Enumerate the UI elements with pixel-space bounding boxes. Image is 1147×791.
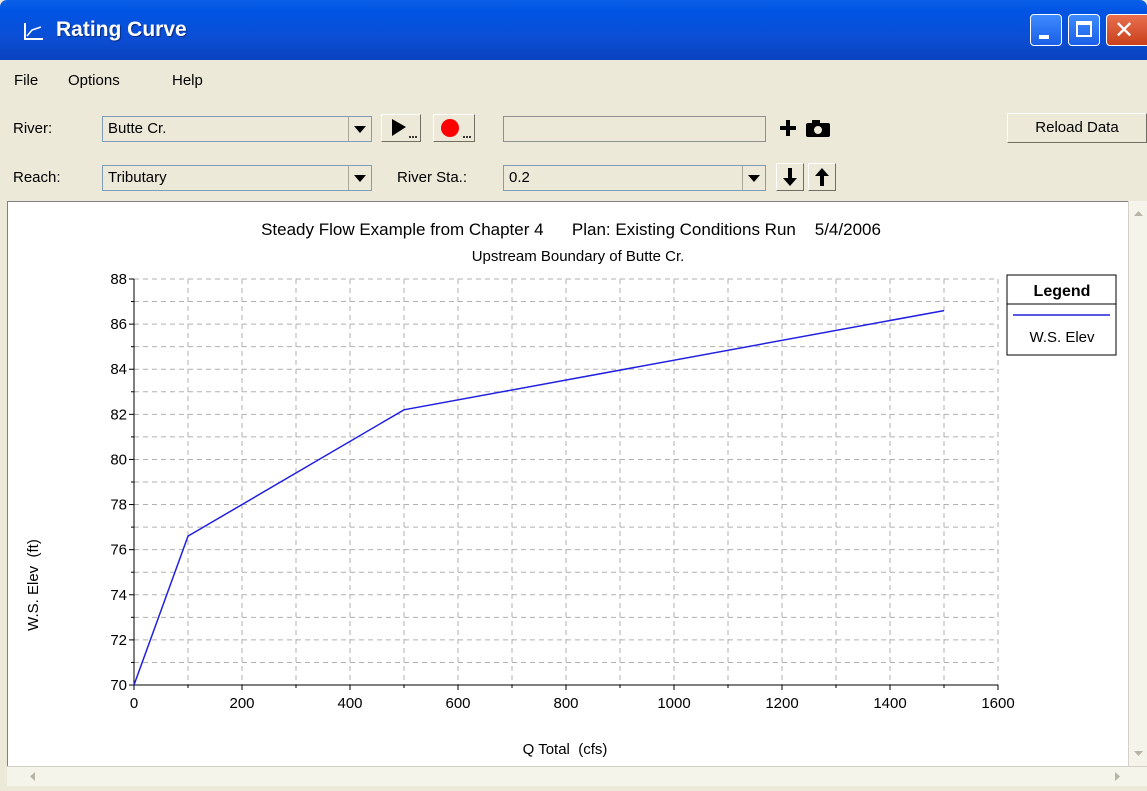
menu-help[interactable]: Help [172,72,203,89]
next-station-down-button[interactable] [776,163,804,191]
animation-progress-bar [503,116,766,142]
chart-icon [24,23,43,40]
reach-select[interactable]: Tributary [102,165,372,191]
camera-plus-icon [780,120,830,137]
x-tick-label: 800 [553,695,578,712]
legend-title: Legend [1034,283,1091,300]
y-tick-label: 84 [110,361,127,378]
add-snapshot-button[interactable] [775,114,835,142]
x-tick-label: 1400 [873,695,906,712]
river-sta-select[interactable]: 0.2 [503,165,766,191]
y-axis-label: W.S. Elev (ft) [25,539,42,631]
maximize-button[interactable] [1068,14,1100,46]
y-tick-label: 72 [110,632,127,649]
river-select[interactable]: Butte Cr. [102,116,372,142]
x-tick-label: 1600 [981,695,1014,712]
river-sta-label: River Sta.: [397,169,468,186]
y-tick-label: 78 [110,497,127,514]
x-tick-label: 600 [445,695,470,712]
grid [133,278,999,686]
legend-entry: W.S. Elev [1029,329,1095,346]
vertical-scrollbar[interactable] [1128,201,1147,766]
chevron-down-icon[interactable] [742,166,765,190]
title-bar[interactable]: Rating Curve ✕ [0,0,1147,60]
play-button[interactable] [381,114,421,142]
y-tick-label: 76 [110,542,127,559]
window-title: Rating Curve [56,18,187,41]
arrow-up-icon [815,168,829,186]
menu-file[interactable]: File [14,72,39,89]
arrow-down-icon [783,168,797,186]
chevron-down-icon[interactable] [348,117,371,141]
y-tick-label: 88 [110,271,127,288]
minimize-button[interactable] [1030,14,1062,46]
x-tick-label: 200 [229,695,254,712]
scroll-right-icon[interactable] [1107,767,1127,786]
river-select-value: Butte Cr. [108,120,167,137]
x-tick-label: 1000 [657,695,690,712]
series-layer [133,309,945,686]
record-icon [441,119,471,138]
series-line-ws-elev [133,309,945,686]
reload-data-button[interactable]: Reload Data [1007,113,1147,143]
y-tick-label: 82 [110,406,127,423]
x-tick-label: 1200 [765,695,798,712]
record-button[interactable] [433,114,475,142]
scroll-up-icon[interactable] [1129,203,1147,223]
x-tick-label: 400 [337,695,362,712]
river-sta-select-value: 0.2 [509,169,530,186]
close-button[interactable]: ✕ [1106,14,1147,46]
x-tick-label: 0 [130,695,138,712]
y-tick-label: 70 [110,677,127,694]
legend: Legend W.S. Elev [1006,274,1117,356]
horizontal-scrollbar[interactable] [7,766,1147,786]
y-tick-label: 86 [110,316,127,333]
next-station-up-button[interactable] [808,163,836,191]
x-axis-label: Q Total (cfs) [523,741,608,758]
menu-bar: File Options Help [0,68,1147,98]
y-tick-label: 74 [110,587,127,604]
y-tick-label: 80 [110,451,127,468]
scroll-down-icon[interactable] [1129,744,1147,764]
y-axis: 70 72 74 76 78 80 82 84 86 88 [110,271,134,694]
plot-area: Steady Flow Example from Chapter 4 Plan:… [7,201,1147,783]
reach-label: Reach: [13,169,61,186]
chart-title: Steady Flow Example from Chapter 4 Plan:… [261,220,881,239]
scroll-left-icon[interactable] [23,767,43,786]
x-axis: 0 200 400 600 800 1000 1200 1400 1600 [130,685,1015,712]
reach-select-value: Tributary [108,169,167,186]
menu-options[interactable]: Options [68,72,120,89]
play-icon [392,119,417,138]
chevron-down-icon[interactable] [348,166,371,190]
river-label: River: [13,120,53,137]
rating-curve-chart: Steady Flow Example from Chapter 4 Plan:… [25,220,1117,758]
close-icon: ✕ [1114,16,1135,44]
chart-subtitle: Upstream Boundary of Butte Cr. [472,248,685,265]
